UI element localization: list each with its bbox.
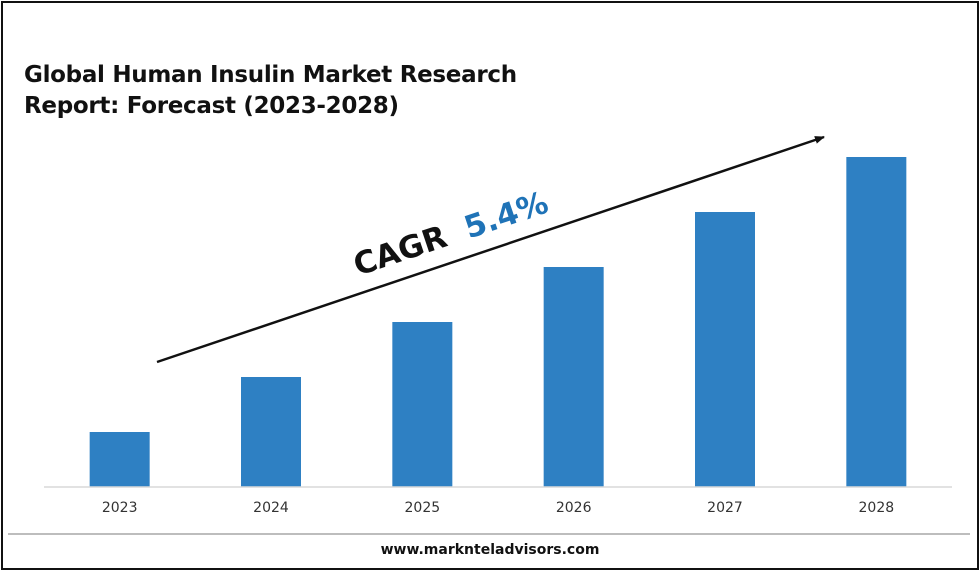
bar-2024: [241, 377, 301, 487]
footer-url: www.marknteladvisors.com: [380, 542, 600, 558]
x-tick-label-2024: 2024: [253, 500, 289, 516]
bar-series: [89, 157, 907, 487]
bar-2028: [846, 157, 907, 487]
cagr-annotation: CAGR 5.4%: [349, 185, 553, 284]
bar-2027: [695, 212, 755, 487]
bar-2023: [89, 432, 150, 487]
bar-2025: [392, 322, 453, 487]
x-tick-label-2023: 2023: [102, 500, 138, 516]
x-axis-tick-labels: 2023 2024 2025 2026 2027 2028: [102, 500, 894, 516]
chart-title-line-2: Report: Forecast (2023-2028): [24, 93, 399, 119]
cagr-value: 5.4%: [460, 185, 553, 247]
chart-title-line-1: Global Human Insulin Market Research: [24, 62, 517, 88]
cagr-label: CAGR: [349, 219, 452, 284]
footer-divider: [8, 533, 970, 535]
cagr-trend-arrow: [156, 135, 825, 364]
chart-title: Global Human Insulin Market Research Rep…: [24, 60, 517, 122]
x-tick-label-2027: 2027: [707, 500, 743, 516]
x-tick-label-2028: 2028: [859, 500, 895, 516]
bar-2026: [543, 267, 604, 487]
x-tick-label-2025: 2025: [405, 500, 441, 516]
x-tick-label-2026: 2026: [556, 500, 592, 516]
